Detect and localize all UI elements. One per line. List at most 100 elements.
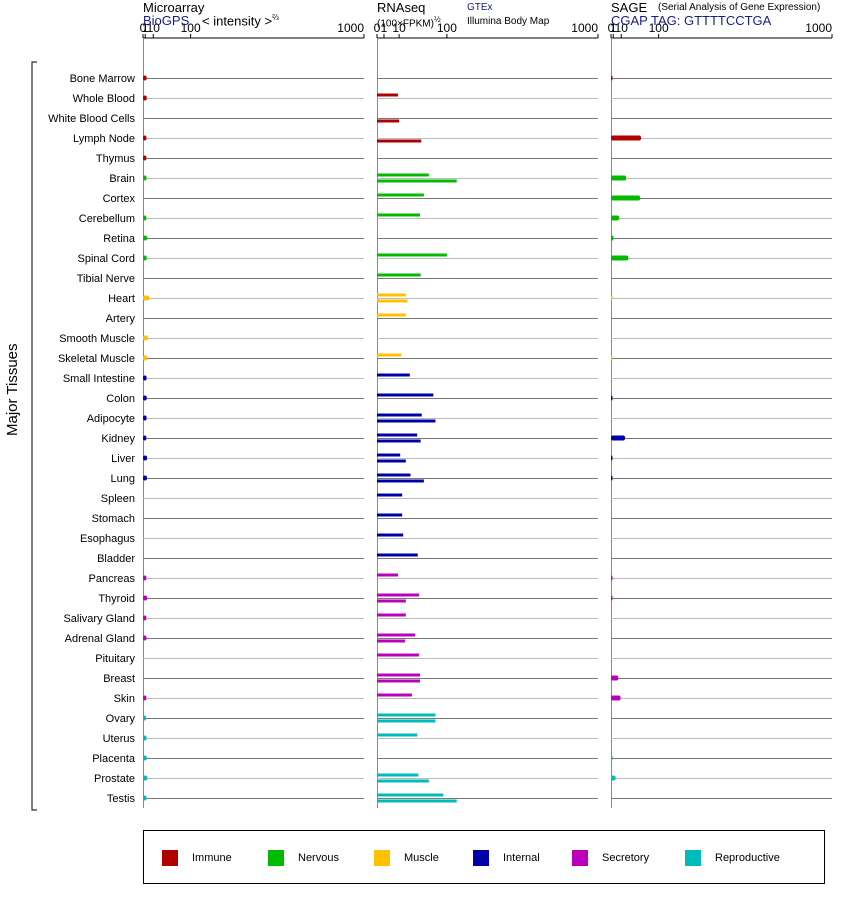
sage-bar	[611, 755, 613, 761]
legend-label-reproductive: Reproductive	[715, 852, 780, 864]
microarray-bar	[143, 715, 147, 721]
rnaseq-bar	[377, 373, 410, 377]
rnaseq-bar	[377, 313, 406, 317]
rnaseq-source-gtex: GTEx	[467, 2, 493, 13]
legend-swatch-internal	[473, 850, 489, 866]
microarray-bar	[143, 455, 148, 461]
sage-bar	[611, 235, 614, 241]
microarray-bar	[143, 175, 147, 181]
category-label: White Blood Cells	[48, 113, 135, 125]
sage-tick-label-2: 10	[615, 21, 629, 35]
sage-bar	[611, 175, 627, 181]
category-label: Breast	[103, 673, 135, 685]
microarray-bar	[143, 155, 147, 161]
sage-bar	[611, 215, 620, 221]
rnaseq-bar	[377, 173, 429, 177]
category-label: Spinal Cord	[78, 253, 135, 265]
legend-item-internal: Internal	[473, 849, 540, 867]
rnaseq-bar	[377, 593, 419, 597]
legend-label-immune: Immune	[192, 852, 232, 864]
category-label: Esophagus	[80, 533, 136, 545]
microarray-tick-label-2: 10	[147, 21, 161, 35]
rnaseq-bar	[377, 599, 406, 603]
microarray-bar	[143, 75, 147, 81]
rnaseq-bar	[377, 799, 457, 803]
category-label: Skin	[114, 693, 135, 705]
rnaseq-bar	[377, 419, 436, 423]
category-label: Bone Marrow	[70, 73, 135, 85]
microarray-bar	[143, 475, 147, 481]
microarray-bar	[143, 395, 147, 401]
category-label: Smooth Muscle	[59, 333, 135, 345]
category-label: Cortex	[103, 193, 136, 205]
microarray-bar	[143, 775, 148, 781]
rnaseq-bar	[377, 473, 411, 477]
rnaseq-unit: (100×FPKM)½	[377, 15, 441, 29]
sage-bar	[611, 695, 621, 701]
rnaseq-title: RNAseq	[377, 0, 426, 15]
microarray-unit: < intensity >⅔	[202, 13, 279, 28]
rnaseq-bar	[377, 613, 406, 617]
sage-tick-label-0: 0	[608, 21, 615, 35]
category-label: Liver	[111, 453, 135, 465]
category-label: Artery	[106, 313, 136, 325]
microarray-tick-label-3: 100	[181, 21, 201, 35]
microarray-bar	[143, 595, 148, 601]
rnaseq-bar	[377, 179, 457, 183]
legend-swatch-immune	[162, 850, 178, 866]
rnaseq-bar	[377, 213, 421, 217]
sage-tag: CGAP TAG: GTTTTCCTGA	[611, 13, 772, 28]
sage-bar	[611, 255, 629, 261]
rnaseq-bar	[377, 639, 405, 643]
rnaseq-bar	[377, 353, 402, 357]
microarray-bar	[143, 795, 147, 801]
rnaseq-bar	[377, 393, 434, 397]
microarray-bar	[143, 435, 147, 441]
category-label: Thyroid	[98, 593, 135, 605]
rnaseq-bar	[377, 453, 401, 457]
microarray-bar	[143, 635, 147, 641]
rnaseq-bar	[377, 459, 406, 463]
rnaseq-bar	[377, 553, 418, 557]
microarray-tick-label-0: 0	[140, 21, 147, 35]
rnaseq-bar	[377, 633, 416, 637]
category-label: Spleen	[101, 493, 135, 505]
legend-label-secretory: Secretory	[602, 852, 650, 864]
legend-item-immune: Immune	[162, 849, 232, 867]
sage-bar	[611, 135, 641, 141]
microarray-tick-label-1: 1	[142, 21, 149, 35]
legend-swatch-secretory	[572, 850, 588, 866]
microarray-bar	[143, 215, 147, 221]
microarray-bar	[143, 295, 150, 301]
microarray-bar	[143, 335, 148, 341]
microarray-bar	[143, 695, 147, 701]
category-label: Kidney	[101, 433, 135, 445]
y-axis-label: Major Tissues	[4, 343, 21, 436]
category-label: Ovary	[106, 713, 136, 725]
rnaseq-bar	[377, 119, 400, 123]
sage-bar	[611, 195, 641, 201]
category-label: Placenta	[92, 753, 136, 765]
legend-label-internal: Internal	[503, 852, 540, 864]
rnaseq-bar	[377, 293, 406, 297]
sage-tick-label-3: 100	[649, 21, 669, 35]
microarray-tick-label-4: 1000	[337, 21, 364, 35]
legend-swatch-muscle	[374, 850, 390, 866]
category-label: Adrenal Gland	[65, 633, 135, 645]
category-label: Cerebellum	[79, 213, 135, 225]
legend-label-nervous: Nervous	[298, 852, 339, 864]
sage-bar	[611, 455, 613, 461]
microarray-bar	[143, 235, 148, 241]
microarray-bar	[143, 755, 147, 761]
microarray-bar	[143, 615, 147, 621]
rnaseq-bar	[377, 193, 424, 197]
rnaseq-source-illumina: Illumina Body Map	[467, 16, 550, 27]
sage-tick-label-4: 1000	[805, 21, 832, 35]
legend-item-reproductive: Reproductive	[685, 849, 780, 867]
rnaseq-bar	[377, 779, 429, 783]
rnaseq-bar	[377, 513, 403, 517]
category-label: Heart	[108, 293, 135, 305]
rnaseq-bar	[377, 673, 421, 677]
sage-bar	[611, 395, 613, 401]
